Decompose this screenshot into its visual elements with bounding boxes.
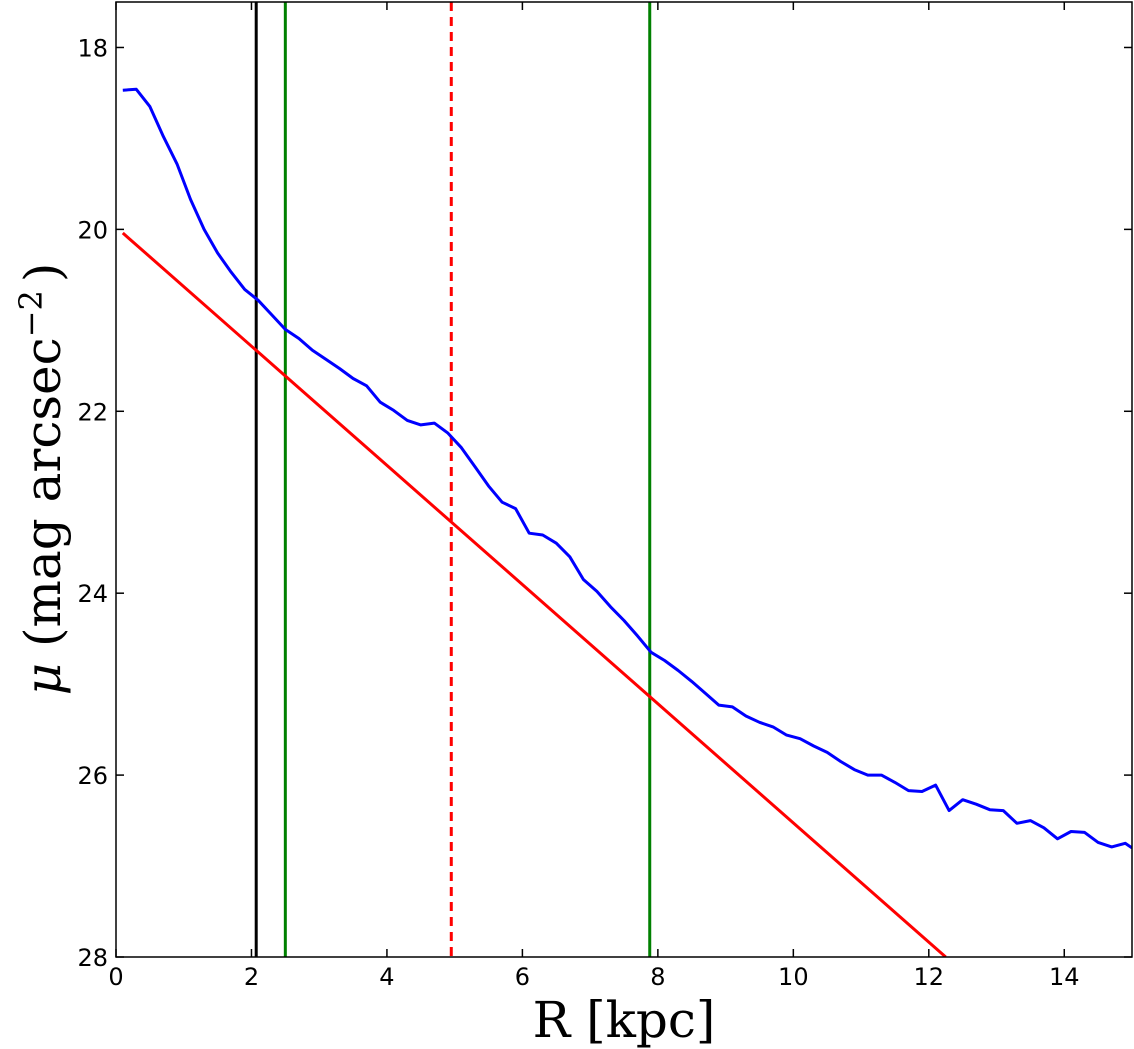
y-axis-label: μ (mag arcsec−2) <box>12 263 72 696</box>
x-tick-label: 14 <box>1049 963 1080 991</box>
plot-area <box>116 2 1132 957</box>
x-axis: 0 2 4 6 8 10 12 14 <box>108 2 1080 991</box>
x-tick-label: 2 <box>244 963 259 991</box>
y-tick-label: 24 <box>77 580 108 608</box>
y-tick-label: 20 <box>77 216 108 244</box>
y-axis-label-unit: (mag arcsec <box>14 337 72 663</box>
x-tick-label: 0 <box>108 963 123 991</box>
y-axis: 18 20 22 24 26 28 <box>77 34 1132 972</box>
x-tick-label: 10 <box>778 963 809 991</box>
x-tick-label: 8 <box>650 963 665 991</box>
y-axis-label-symbol: μ <box>14 663 72 696</box>
y-tick-label: 22 <box>77 398 108 426</box>
series-line-profile <box>122 87 1132 850</box>
series-line-fit <box>121 231 947 957</box>
y-tick-label: 18 <box>77 34 108 62</box>
vertical-markers <box>254 2 652 957</box>
x-tick-label: 4 <box>379 963 394 991</box>
x-tick-label: 6 <box>515 963 530 991</box>
y-axis-label-exponent: −2 <box>12 290 50 337</box>
y-tick-label: 26 <box>77 762 108 790</box>
series-group <box>121 87 1132 957</box>
x-axis-label: R [kpc] <box>533 991 716 1049</box>
x-tick-label: 12 <box>914 963 945 991</box>
plot-frame <box>115 1 1133 958</box>
y-tick-label: 28 <box>77 944 108 972</box>
y-axis-label-close: ) <box>14 263 72 283</box>
